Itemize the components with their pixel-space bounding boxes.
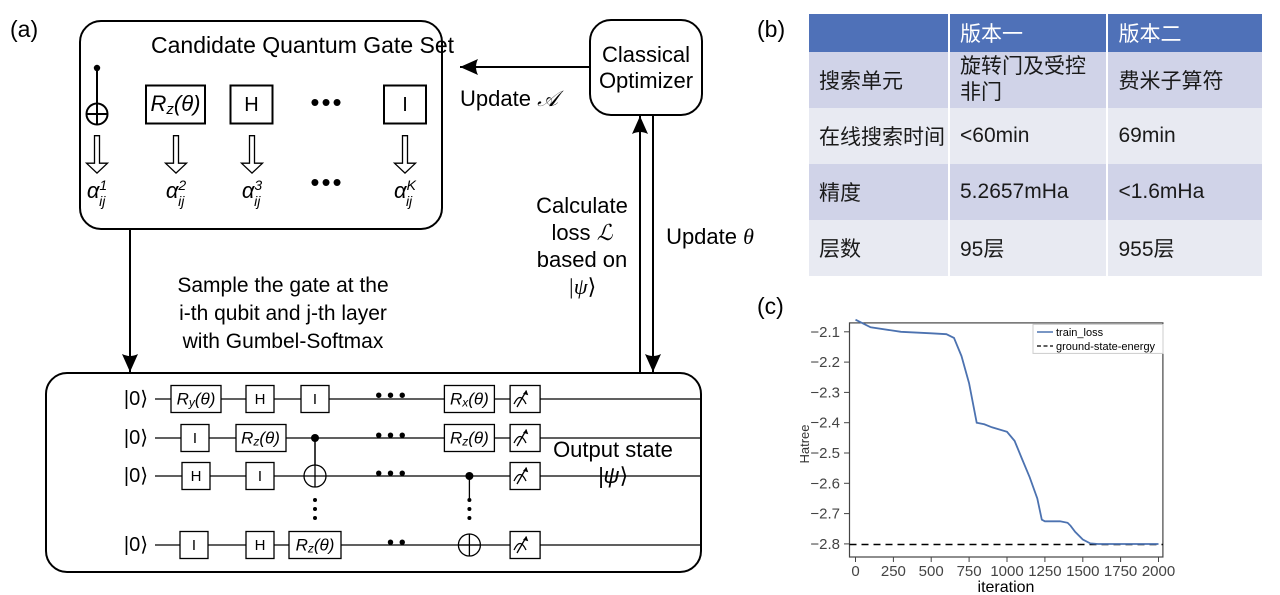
svg-text:−2.6: −2.6 — [810, 475, 840, 492]
svg-text:−2.5: −2.5 — [810, 445, 840, 462]
svg-text:−2.1: −2.1 — [810, 324, 840, 341]
svg-text:1250: 1250 — [1028, 563, 1061, 580]
svg-text:0: 0 — [851, 563, 859, 580]
svg-text:−2.2: −2.2 — [810, 354, 840, 371]
svg-text:−2.4: −2.4 — [810, 415, 840, 432]
svg-text:2000: 2000 — [1142, 563, 1175, 580]
svg-text:750: 750 — [957, 563, 982, 580]
svg-text:Hatree: Hatree — [797, 424, 812, 463]
svg-text:1750: 1750 — [1104, 563, 1137, 580]
svg-text:250: 250 — [881, 563, 906, 580]
svg-text:iteration: iteration — [978, 579, 1035, 595]
svg-text:−2.7: −2.7 — [810, 506, 840, 523]
svg-text:−2.3: −2.3 — [810, 384, 840, 401]
svg-text:500: 500 — [919, 563, 944, 580]
svg-text:train_loss: train_loss — [1056, 327, 1104, 339]
svg-text:1000: 1000 — [990, 563, 1023, 580]
svg-text:−2.8: −2.8 — [810, 536, 840, 553]
svg-text:ground-state-energy: ground-state-energy — [1056, 341, 1156, 353]
svg-text:1500: 1500 — [1066, 563, 1099, 580]
